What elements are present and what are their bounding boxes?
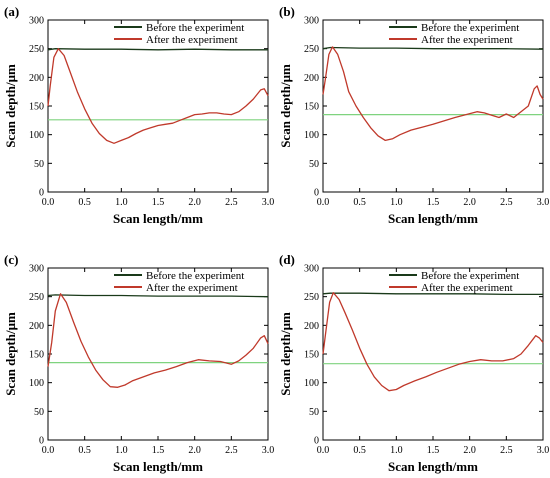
x-tick-label: 1.5 [427,197,440,208]
x-tick-label: 2.5 [500,445,513,456]
legend-label: Before the experiment [421,22,519,34]
y-tick-label: 100 [304,130,319,141]
legend-label: Before the experiment [146,22,244,34]
y-axis-label: Scan depth/μm [278,312,293,396]
x-tick-label: 1.0 [115,445,128,456]
y-tick-label: 150 [304,350,319,361]
x-tick-label: 0.5 [78,197,91,208]
x-tick-label: 2.0 [463,445,476,456]
y-tick-label: 200 [29,321,44,332]
y-tick-label: 250 [304,292,319,303]
y-tick-label: 300 [29,264,44,275]
x-tick-label: 2.0 [188,197,201,208]
series-line-before [322,292,543,296]
y-tick-label: 50 [309,159,319,170]
y-axis-label: Scan depth/μm [278,64,293,148]
panel-label: (a) [4,4,19,19]
series-line-before [47,48,268,51]
y-tick-label: 150 [29,350,44,361]
y-tick-label: 200 [29,73,44,84]
y-tick-label: 0 [39,436,44,447]
y-tick-label: 250 [29,44,44,55]
legend-label: After the experiment [421,282,513,294]
x-axis-label: Scan length/mm [388,211,478,226]
y-tick-label: 200 [304,321,319,332]
x-tick-label: 2.5 [500,197,513,208]
y-tick-label: 100 [29,130,44,141]
x-tick-label: 1.0 [115,197,128,208]
x-tick-label: 3.0 [262,197,275,208]
y-tick-label: 0 [39,188,44,199]
y-tick-label: 0 [314,188,319,199]
y-tick-label: 300 [29,16,44,27]
x-tick-label: 3.0 [262,445,275,456]
x-tick-label: 1.0 [390,197,403,208]
y-tick-label: 150 [304,102,319,113]
y-tick-label: 250 [304,44,319,55]
y-tick-label: 300 [304,264,319,275]
x-tick-label: 1.0 [390,445,403,456]
x-tick-label: 2.0 [463,197,476,208]
x-tick-label: 2.0 [188,445,201,456]
panel-label: (d) [279,252,295,267]
chart-panel: 0 50 100 150 200 250 300 0.0 0.5 1.0 1.5 2.0 2.5 3.0 S… [3,252,274,474]
series-line-after [47,293,269,388]
legend-label: After the experiment [421,34,513,46]
x-tick-label: 0.0 [42,445,55,456]
x-tick-label: 0.5 [353,197,366,208]
y-tick-label: 100 [29,378,44,389]
x-tick-label: 0.0 [42,197,55,208]
panel-label: (b) [279,4,295,19]
legend-label: Before the experiment [146,270,244,282]
y-axis-label: Scan depth/μm [3,64,18,148]
x-tick-label: 0.0 [317,445,330,456]
x-axis-label: Scan length/mm [113,459,203,474]
y-tick-label: 200 [304,73,319,84]
y-tick-label: 50 [34,159,44,170]
legend-label: After the experiment [146,34,238,46]
y-axis-label: Scan depth/μm [3,312,18,396]
x-axis-label: Scan length/mm [113,211,203,226]
chart-panel: 0 50 100 150 200 250 300 0.0 0.5 1.0 1.5 2.0 2.5 3.0 S… [278,252,549,474]
series-line-before [322,46,544,50]
x-axis-label: Scan length/mm [388,459,478,474]
chart-panel: 0 50 100 150 200 250 300 0.0 0.5 1.0 1.5 2.0 2.5 3.0 S… [278,4,549,226]
legend-label: Before the experiment [421,270,519,282]
y-tick-label: 150 [29,102,44,113]
x-tick-label: 3.0 [537,445,550,456]
x-tick-label: 1.5 [152,197,165,208]
x-tick-label: 1.5 [152,445,165,456]
y-tick-label: 0 [314,436,319,447]
y-tick-label: 50 [34,407,44,418]
panel-label: (c) [4,252,18,267]
chart-panel: 0 50 100 150 200 250 300 0.0 0.5 1.0 1.5 2.0 2.5 3.0 S… [3,4,274,226]
y-tick-label: 100 [304,378,319,389]
legend-label: After the experiment [146,282,238,294]
x-tick-label: 3.0 [537,197,550,208]
x-tick-label: 1.5 [427,445,440,456]
series-line-after [322,292,544,392]
y-tick-label: 300 [304,16,319,27]
y-tick-label: 250 [29,292,44,303]
x-tick-label: 0.0 [317,197,330,208]
x-tick-label: 0.5 [353,445,366,456]
series-line-before [47,294,269,298]
y-tick-label: 50 [309,407,319,418]
series-line-after [47,48,269,144]
x-tick-label: 2.5 [225,197,238,208]
series-line-after [322,46,544,142]
x-tick-label: 0.5 [78,445,91,456]
x-tick-label: 2.5 [225,445,238,456]
